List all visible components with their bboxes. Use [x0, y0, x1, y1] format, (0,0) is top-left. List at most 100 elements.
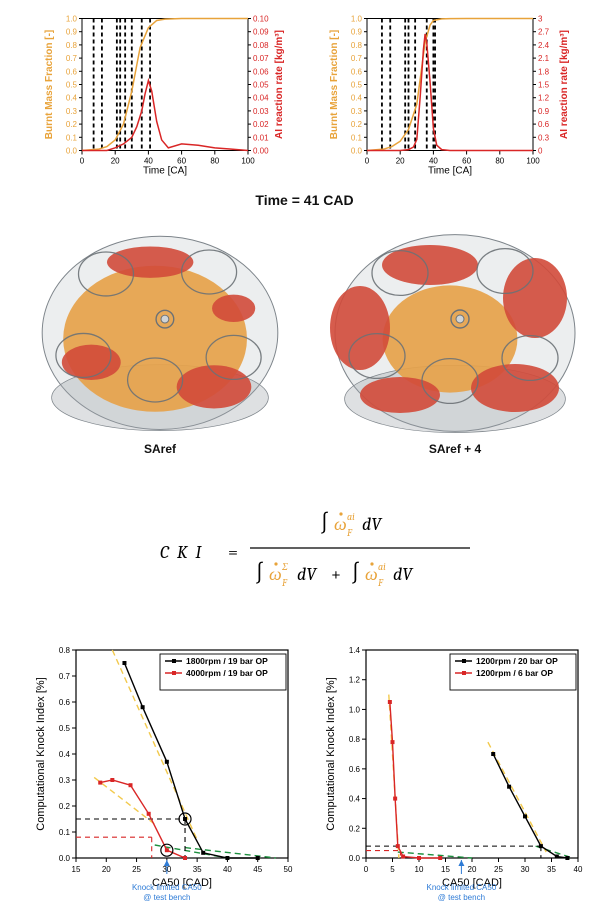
svg-text:0.1: 0.1	[66, 133, 78, 142]
page-root: 0204060801000.00.10.20.30.40.50.60.70.80…	[0, 0, 609, 919]
svg-text:0.2: 0.2	[66, 120, 78, 129]
svg-text:1.2: 1.2	[349, 676, 361, 685]
svg-text:30: 30	[521, 865, 530, 874]
svg-text:2.1: 2.1	[538, 54, 550, 63]
svg-text:0.6: 0.6	[349, 765, 361, 774]
svg-text:0.2: 0.2	[351, 120, 363, 129]
svg-text:0.06: 0.06	[253, 67, 269, 76]
svg-text:1.0: 1.0	[349, 705, 361, 714]
svg-text:0.6: 0.6	[66, 67, 78, 76]
svg-text:0: 0	[538, 147, 543, 156]
svg-text:Time [CA]: Time [CA]	[143, 166, 187, 177]
svg-text:0.00: 0.00	[253, 147, 269, 156]
render-right-label: SAref + 4	[315, 442, 595, 456]
svg-text:Computational Knock Index [%]: Computational Knock Index [%]	[35, 677, 47, 830]
svg-text:40: 40	[223, 865, 232, 874]
svg-text:2.7: 2.7	[538, 28, 550, 37]
svg-text:∫: ∫	[255, 560, 264, 586]
svg-text:0: 0	[364, 865, 369, 874]
svg-text:0.9: 0.9	[351, 28, 363, 37]
svg-text:0.4: 0.4	[66, 94, 78, 103]
svg-text:0.9: 0.9	[538, 107, 550, 116]
chart-bmf-ai-right: 0204060801000.00.10.20.30.40.50.60.70.80…	[325, 8, 575, 178]
svg-text:0.0: 0.0	[351, 147, 363, 156]
svg-text:Time [CA]: Time [CA]	[428, 166, 472, 177]
svg-text:ω: ω	[334, 514, 347, 535]
svg-text:0.8: 0.8	[59, 646, 71, 655]
svg-text:40: 40	[574, 865, 583, 874]
svg-text:0.0: 0.0	[349, 854, 361, 863]
svg-text:0: 0	[365, 157, 370, 166]
svg-text:0.6: 0.6	[351, 67, 363, 76]
svg-text:0.7: 0.7	[66, 54, 78, 63]
svg-text:0.3: 0.3	[66, 107, 78, 116]
svg-text:80: 80	[210, 157, 219, 166]
svg-text:1.0: 1.0	[66, 15, 78, 24]
svg-text:0.02: 0.02	[253, 120, 269, 129]
svg-text:0.3: 0.3	[59, 776, 71, 785]
svg-text:0.2: 0.2	[349, 824, 361, 833]
svg-text:0.10: 0.10	[253, 15, 269, 24]
svg-text:0.0: 0.0	[66, 147, 78, 156]
svg-text:1.2: 1.2	[538, 94, 550, 103]
svg-text:0.9: 0.9	[66, 28, 78, 37]
svg-text:0.7: 0.7	[351, 54, 363, 63]
svg-text:dV: dV	[393, 564, 414, 585]
svg-text:35: 35	[547, 865, 556, 874]
svg-text:25: 25	[132, 865, 141, 874]
svg-text:Σ: Σ	[281, 561, 288, 573]
render-saref-plus4	[315, 210, 595, 440]
svg-text:15: 15	[72, 865, 81, 874]
svg-text:35: 35	[193, 865, 202, 874]
svg-text:0.8: 0.8	[351, 41, 363, 50]
svg-text:Knock limited CA50: Knock limited CA50	[426, 883, 496, 892]
svg-text:2.4: 2.4	[538, 41, 550, 50]
svg-text:∫: ∫	[320, 510, 329, 536]
equation-cki: C K I=∫ωFaidV∫ωFΣdV+∫ωFaidV	[120, 500, 490, 605]
svg-text:0.07: 0.07	[253, 54, 269, 63]
svg-text:Burnt Mass Fraction [-]: Burnt Mass Fraction [-]	[44, 30, 55, 139]
svg-text:@ test bench: @ test bench	[143, 893, 190, 902]
svg-text:20: 20	[102, 865, 111, 874]
svg-text:0.4: 0.4	[349, 795, 361, 804]
svg-text:C K I: C K I	[160, 542, 203, 563]
svg-text:dV: dV	[297, 564, 318, 585]
chart-cki-left: 15202530354045500.00.10.20.30.40.50.60.7…	[30, 640, 300, 910]
svg-text:1.5: 1.5	[538, 81, 550, 90]
svg-text:4000rpm / 19 bar OP: 4000rpm / 19 bar OP	[186, 668, 268, 678]
svg-text:ai: ai	[378, 561, 386, 573]
svg-text:0.1: 0.1	[59, 828, 71, 837]
svg-text:60: 60	[462, 157, 471, 166]
svg-text:+: +	[331, 564, 341, 585]
svg-text:∫: ∫	[351, 560, 360, 586]
svg-text:20: 20	[111, 157, 120, 166]
svg-text:0.8: 0.8	[349, 735, 361, 744]
svg-text:1800rpm / 19 bar OP: 1800rpm / 19 bar OP	[186, 656, 268, 666]
svg-text:F: F	[346, 527, 353, 539]
svg-text:0.4: 0.4	[59, 750, 71, 759]
svg-text:45: 45	[253, 865, 262, 874]
svg-text:AI reaction rate [kg/m³]: AI reaction rate [kg/m³]	[559, 30, 570, 139]
svg-text:50: 50	[284, 865, 293, 874]
svg-text:0.09: 0.09	[253, 28, 269, 37]
svg-text:100: 100	[526, 157, 540, 166]
svg-text:@ test bench: @ test bench	[438, 893, 485, 902]
svg-text:F: F	[281, 577, 288, 589]
svg-text:0.4: 0.4	[351, 94, 363, 103]
svg-text:dV: dV	[362, 514, 383, 535]
svg-text:0.08: 0.08	[253, 41, 269, 50]
render-saref	[25, 210, 295, 440]
svg-text:40: 40	[429, 157, 438, 166]
svg-text:0.0: 0.0	[59, 854, 71, 863]
svg-text:AI reaction rate [kg/m³]: AI reaction rate [kg/m³]	[274, 30, 285, 139]
svg-text:0: 0	[80, 157, 85, 166]
svg-text:0.7: 0.7	[59, 672, 71, 681]
svg-text:60: 60	[177, 157, 186, 166]
chart-bmf-ai-left: 0204060801000.00.10.20.30.40.50.60.70.80…	[40, 8, 290, 178]
svg-text:=: =	[228, 542, 238, 563]
svg-text:0.6: 0.6	[538, 120, 550, 129]
time-caption: Time = 41 CAD	[0, 192, 609, 208]
render-left-label: SAref	[25, 442, 295, 456]
svg-text:0.03: 0.03	[253, 107, 269, 116]
svg-text:ai: ai	[347, 511, 355, 523]
